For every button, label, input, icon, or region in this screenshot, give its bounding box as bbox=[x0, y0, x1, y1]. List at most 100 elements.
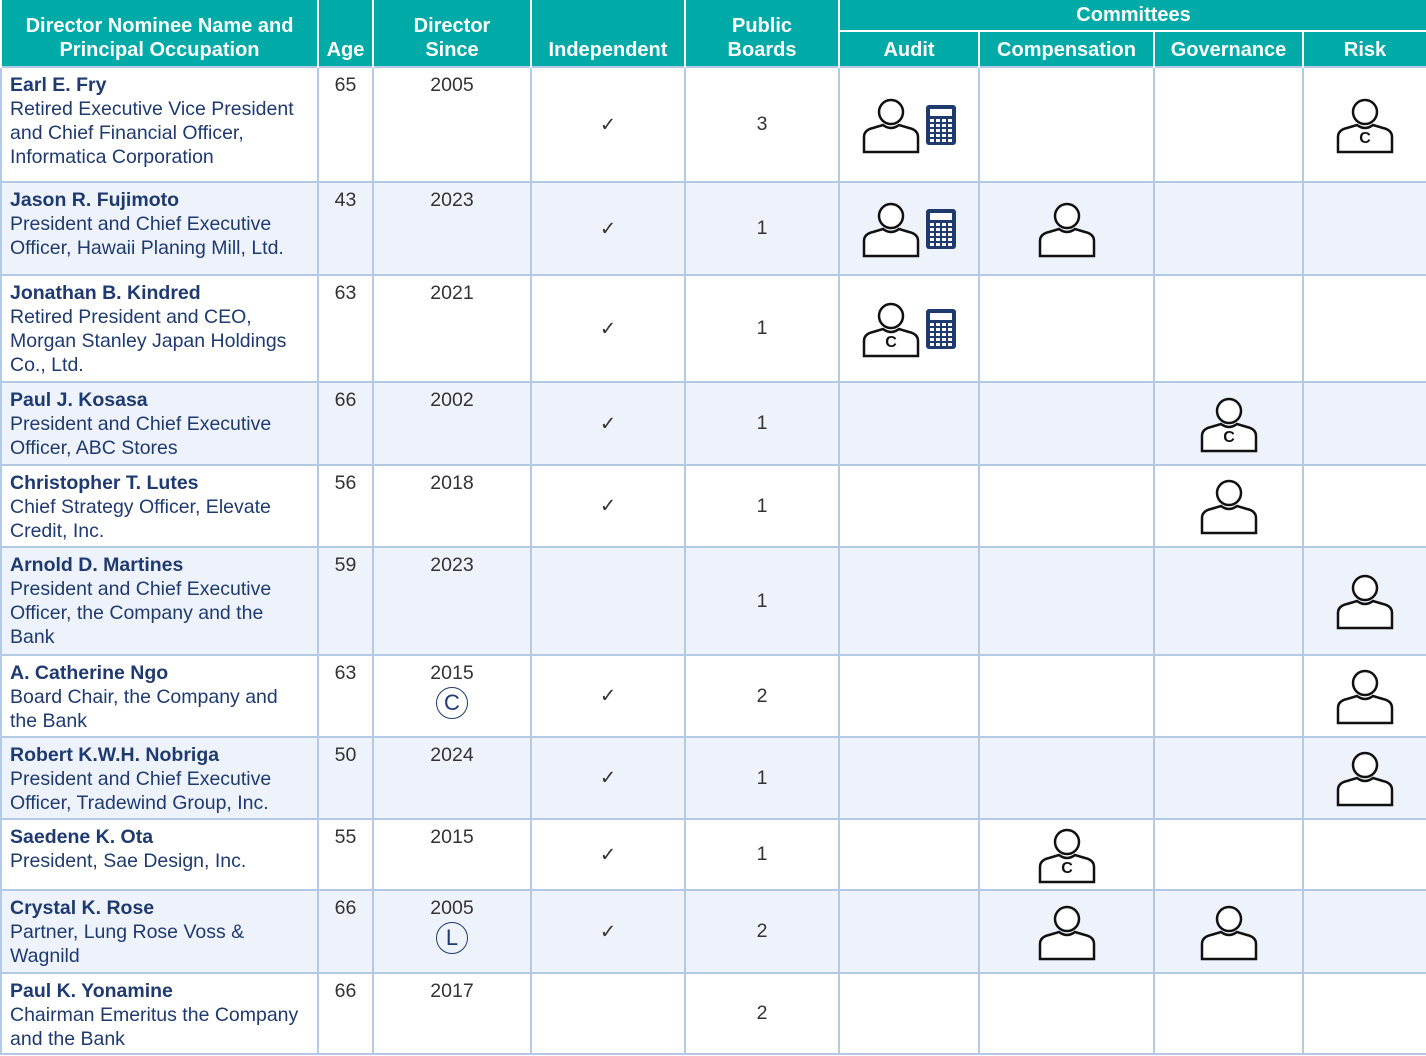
header-independent: Independent bbox=[530, 0, 685, 67]
calc-key bbox=[948, 227, 952, 231]
calc-key bbox=[936, 237, 940, 241]
calc-key bbox=[930, 237, 934, 241]
committee-cell bbox=[1153, 654, 1304, 738]
person-body bbox=[862, 123, 920, 153]
committee-icons: C bbox=[980, 825, 1153, 885]
calc-key bbox=[936, 342, 940, 346]
director-since: 2021 bbox=[430, 282, 474, 304]
director-occupation: Chairman Emeritus the Company and the Ba… bbox=[10, 1004, 299, 1050]
since-cell: 2023 bbox=[372, 181, 532, 276]
name-cell: Jonathan B. Kindred Retired President and… bbox=[0, 274, 319, 383]
committee-cell bbox=[978, 546, 1155, 656]
committee-cell bbox=[1301, 546, 1426, 656]
committee-cell bbox=[978, 66, 1155, 183]
director-occupation: President and Chief Executive Officer, H… bbox=[10, 213, 284, 259]
age-cell: 56 bbox=[317, 464, 374, 548]
name-cell: Saedene K. Ota President, Sae Design, Inc… bbox=[0, 818, 319, 891]
calc-key bbox=[942, 342, 946, 346]
age-cell: 50 bbox=[317, 736, 374, 820]
person-head bbox=[877, 98, 905, 125]
committee-cell: C bbox=[838, 274, 980, 383]
person-body bbox=[1200, 504, 1257, 535]
director-since: 2005 bbox=[430, 897, 474, 919]
name-cell: Earl E. Fry Retired Executive Vice Presid… bbox=[0, 66, 319, 183]
calc-key bbox=[930, 327, 934, 331]
committee-cell bbox=[1301, 818, 1426, 891]
director-name: Jonathan B. Kindred bbox=[10, 282, 201, 304]
committee-cell bbox=[978, 181, 1155, 276]
person-icon bbox=[1038, 202, 1095, 257]
person-head bbox=[877, 202, 905, 229]
committee-cell bbox=[978, 736, 1155, 820]
committee-cell bbox=[1301, 736, 1426, 820]
committee-icons bbox=[840, 199, 978, 259]
committee-cell bbox=[978, 889, 1155, 974]
committee-icons bbox=[1304, 748, 1426, 808]
age-cell: 66 bbox=[317, 972, 374, 1055]
committee-cell bbox=[838, 654, 980, 738]
independent-check: ✓ bbox=[599, 217, 617, 240]
independent-cell: ✓ bbox=[530, 736, 686, 820]
calc-key bbox=[930, 337, 934, 341]
calc-key bbox=[942, 118, 946, 122]
boards-cell: 1 bbox=[684, 546, 840, 656]
header-committee: Governance bbox=[1153, 30, 1304, 67]
director-row: A. Catherine Ngo Board Chair, the Company… bbox=[0, 654, 1426, 738]
since-cell: 2015 C bbox=[372, 654, 532, 738]
boards-cell: 1 bbox=[684, 274, 840, 383]
calc-key bbox=[936, 138, 940, 142]
director-occupation: President and Chief Executive Officer, T… bbox=[10, 768, 272, 814]
calc-key bbox=[936, 242, 940, 246]
calc-key bbox=[936, 222, 940, 226]
committee-cell bbox=[978, 972, 1155, 1055]
director-row: Saedene K. Ota President, Sae Design, Inc… bbox=[0, 818, 1426, 891]
committee-cell bbox=[838, 972, 980, 1055]
since-cell: 2005 L bbox=[372, 889, 532, 974]
director-row: Earl E. Fry Retired Executive Vice Presid… bbox=[0, 66, 1426, 183]
header-boards: Public Boards bbox=[684, 0, 839, 67]
table-body: Earl E. Fry Retired Executive Vice Presid… bbox=[0, 66, 1426, 1055]
director-name: Earl E. Fry bbox=[10, 74, 107, 96]
committee-cell bbox=[978, 654, 1155, 738]
person-icon bbox=[862, 202, 920, 257]
committee-cell bbox=[1153, 66, 1304, 183]
age-cell: 63 bbox=[317, 274, 374, 383]
calc-key bbox=[930, 322, 934, 326]
director-row: Arnold D. Martines President and Chief Ex… bbox=[0, 546, 1426, 656]
calc-key bbox=[948, 342, 952, 346]
since-cell: 2005 bbox=[372, 66, 532, 183]
person-icon bbox=[1038, 905, 1095, 960]
calc-key bbox=[942, 322, 946, 326]
calc-key bbox=[942, 227, 946, 231]
header-since: Director Since bbox=[372, 0, 531, 67]
director-row: Christopher T. Lutes Chief Strategy Offic… bbox=[0, 464, 1426, 548]
committee-cell bbox=[978, 464, 1155, 548]
committee-icons bbox=[1304, 571, 1426, 631]
calc-key bbox=[930, 118, 934, 122]
person-body bbox=[1336, 123, 1394, 153]
calc-key bbox=[948, 332, 952, 336]
calc-key bbox=[930, 227, 934, 231]
person-head bbox=[1215, 397, 1242, 424]
boards-cell: 3 bbox=[684, 66, 840, 183]
calc-key bbox=[942, 242, 946, 246]
boards-cell: 2 bbox=[684, 972, 840, 1055]
since-cell: 2017 bbox=[372, 972, 532, 1055]
calc-key bbox=[930, 128, 934, 132]
calc-screen bbox=[930, 108, 952, 116]
director-name: Christopher T. Lutes bbox=[10, 472, 199, 494]
calc-key bbox=[942, 237, 946, 241]
committee-cell bbox=[838, 889, 980, 974]
person-head bbox=[1053, 202, 1080, 229]
director-since: 2015 bbox=[430, 662, 474, 684]
boards-cell: 2 bbox=[684, 654, 840, 738]
committee-cell bbox=[838, 546, 980, 656]
committee-cell bbox=[1153, 818, 1304, 891]
director-name: Paul J. Kosasa bbox=[10, 389, 148, 411]
director-row: Robert K.W.H. Nobriga President and Chief… bbox=[0, 736, 1426, 820]
calc-screen bbox=[930, 212, 952, 220]
person-body bbox=[1038, 930, 1095, 960]
independent-cell: ✓ bbox=[530, 274, 686, 383]
director-since: 2024 bbox=[430, 744, 474, 766]
independent-check: ✓ bbox=[599, 113, 617, 136]
